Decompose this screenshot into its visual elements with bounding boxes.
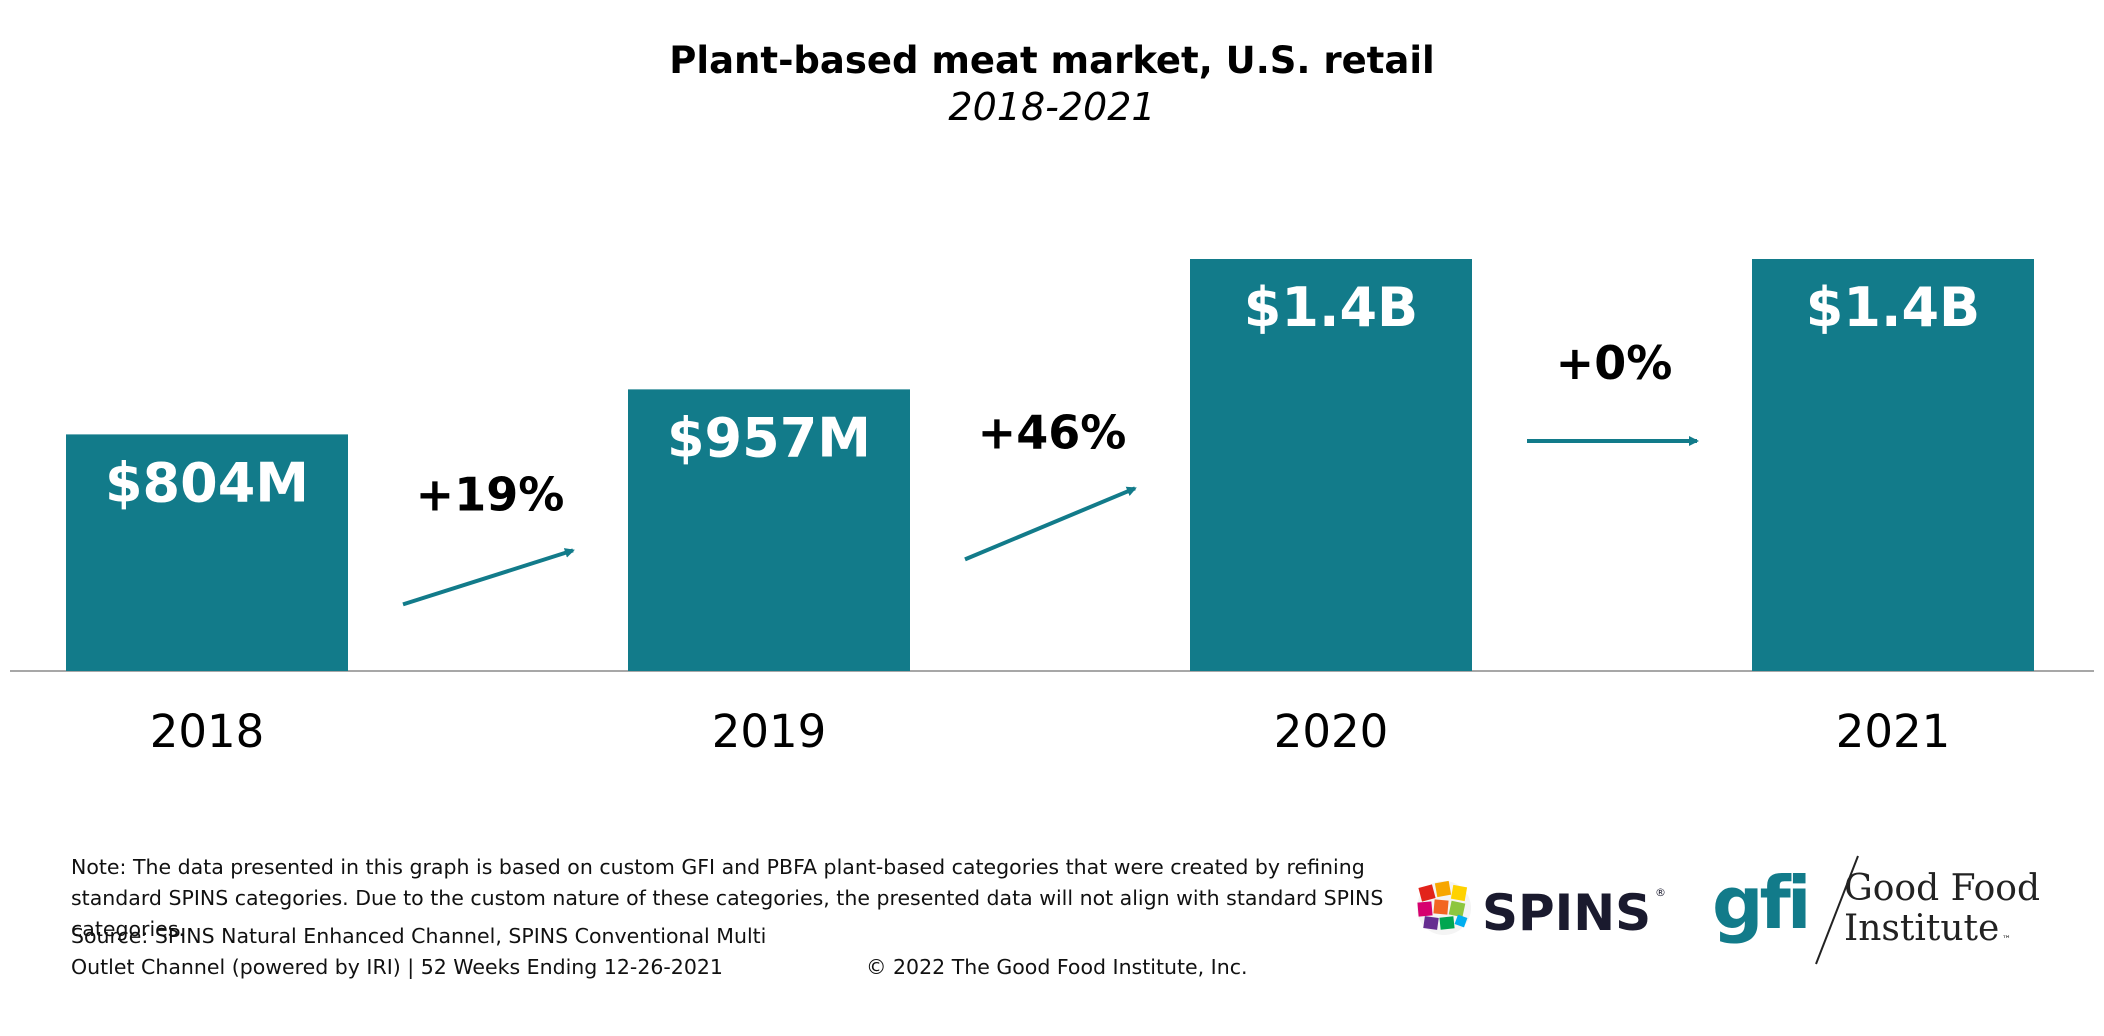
bar-value-label-2021: $1.4B [1806, 276, 1980, 339]
spins-globe-icon [1417, 880, 1471, 935]
chart: Plant-based meat market, U.S. retail 201… [10, 39, 2094, 758]
gfi-logo: gfi Good Food Institute ™ [1712, 855, 2040, 965]
growth-label-3: +0% [1556, 336, 1673, 390]
bar-2019 [628, 389, 910, 671]
chart-title: Plant-based meat market, U.S. retail [669, 39, 1434, 82]
gfi-trademark: ™ [2002, 935, 2011, 945]
x-tick-label-2019: 2019 [712, 705, 827, 758]
growth-arrows-group: +19% +46% +0% [402, 336, 1699, 607]
spins-wordmark: SPINS [1482, 884, 1651, 940]
bar-value-label-2019: $957M [667, 406, 871, 469]
growth-label-2: +46% [978, 405, 1127, 459]
bar-2020 [1190, 259, 1472, 671]
bar-2018 [66, 434, 348, 671]
footnote-source: Source: SPINS Natural Enhanced Channel, … [71, 924, 767, 979]
footnote-note: Note: The data presented in this graph i… [71, 855, 1384, 941]
x-tick-label-2020: 2020 [1274, 705, 1389, 758]
growth-arrow-1 [402, 548, 575, 607]
gfi-name-line1: Good Food [1844, 868, 2040, 909]
bar-value-label-2018: $804M [105, 451, 309, 514]
growth-label-1: +19% [416, 467, 565, 521]
x-tick-label-2018: 2018 [150, 705, 265, 758]
x-tick-label-2021: 2021 [1836, 705, 1951, 758]
bars-group: $804M 2018 $957M 2019 $1.4B 2020 $1.4B 2021 [66, 259, 2034, 758]
chart-subtitle: 2018-2021 [948, 85, 1155, 129]
spins-logo: SPINS ® [1417, 880, 1666, 940]
growth-arrow-2 [964, 486, 1137, 562]
gfi-divider [1815, 855, 1859, 965]
spins-registered-mark: ® [1655, 886, 1666, 899]
gfi-name-line2: Institute [1844, 908, 1999, 949]
bar-value-label-2020: $1.4B [1244, 276, 1418, 339]
bar-2021 [1752, 259, 2034, 671]
copyright-text: © 2022 The Good Food Institute, Inc. [866, 955, 1248, 979]
gfi-wordmark: gfi [1712, 861, 1808, 945]
